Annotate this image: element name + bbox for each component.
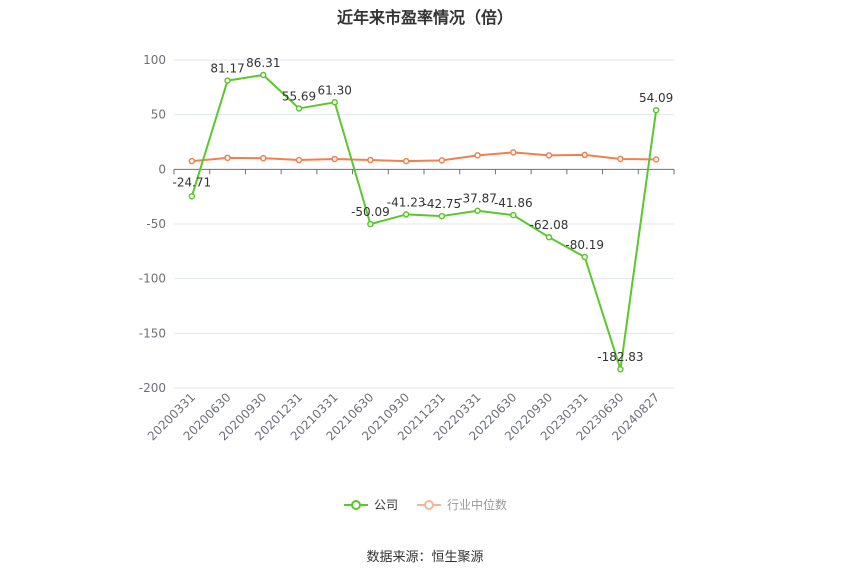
data-point-industry xyxy=(545,152,553,159)
data-label: -62.08 xyxy=(530,218,569,232)
y-tick-label: -50 xyxy=(146,217,166,231)
data-point-industry xyxy=(367,156,374,164)
data-point-company xyxy=(224,77,231,84)
data-point-company xyxy=(474,207,481,214)
data-point-company xyxy=(438,212,446,220)
legend-line-icon xyxy=(343,499,368,510)
data-label: -50.09 xyxy=(351,205,390,219)
y-tick-label: 50 xyxy=(151,108,166,122)
data-point-company xyxy=(581,253,588,261)
data-point-industry xyxy=(260,154,267,162)
legend-label-company: 公司 xyxy=(373,498,398,512)
y-tick-label: 0 xyxy=(158,162,166,176)
y-tick-label: -100 xyxy=(139,272,166,286)
data-label: 81.17 xyxy=(210,62,244,76)
data-point-industry xyxy=(438,157,446,164)
data-point-industry xyxy=(652,156,660,163)
grid-lines xyxy=(174,59,674,389)
legend-item-industry[interactable]: 行业中位数 xyxy=(416,496,507,513)
y-tick-label: -200 xyxy=(139,381,166,395)
data-point-company xyxy=(367,220,374,228)
data-point-industry xyxy=(295,156,303,164)
y-tick-label: 100 xyxy=(143,53,166,67)
series-line-company xyxy=(190,73,658,371)
data-label: 61.30 xyxy=(318,83,352,97)
data-label: -41.86 xyxy=(494,196,533,210)
data-label: 86.31 xyxy=(246,56,280,70)
data-source: 数据来源：恒生聚源 xyxy=(366,550,484,565)
data-point-company xyxy=(545,233,553,241)
data-point-industry xyxy=(510,149,517,156)
data-label: -80.19 xyxy=(565,238,604,252)
data-point-company xyxy=(652,106,660,114)
data-point-company xyxy=(188,193,196,200)
data-label: 55.69 xyxy=(282,89,316,103)
legend-item-company[interactable]: 公司 xyxy=(343,496,398,513)
data-label: -37.87 xyxy=(458,192,497,206)
chart-title: 近年来市盈率情况（倍） xyxy=(336,8,513,27)
legend: 公司 行业中位数 xyxy=(0,496,850,513)
data-point-industry xyxy=(474,152,481,159)
series-lines xyxy=(188,71,660,373)
data-point-industry xyxy=(581,151,588,159)
series-line-industry xyxy=(191,151,657,163)
data-point-industry xyxy=(188,157,196,165)
data-point-industry xyxy=(331,155,338,163)
data-point-company xyxy=(402,211,410,218)
legend-line-icon xyxy=(417,499,441,510)
data-point-industry xyxy=(224,154,231,162)
data-label: -24.71 xyxy=(173,175,212,189)
data-point-company xyxy=(617,365,624,373)
data-label: 54.09 xyxy=(639,91,673,105)
data-label: -42.75 xyxy=(423,197,462,211)
data-label: -182.83 xyxy=(597,350,643,364)
legend-label-industry: 行业中位数 xyxy=(447,498,508,512)
data-point-company xyxy=(331,99,338,106)
data-point-industry xyxy=(402,157,410,165)
data-point-company xyxy=(510,211,517,219)
data-point-company xyxy=(295,105,303,112)
data-point-company xyxy=(260,71,267,79)
data-point-industry xyxy=(617,155,624,163)
data-label: -41.23 xyxy=(387,195,426,209)
y-tick-label: -150 xyxy=(139,326,166,340)
